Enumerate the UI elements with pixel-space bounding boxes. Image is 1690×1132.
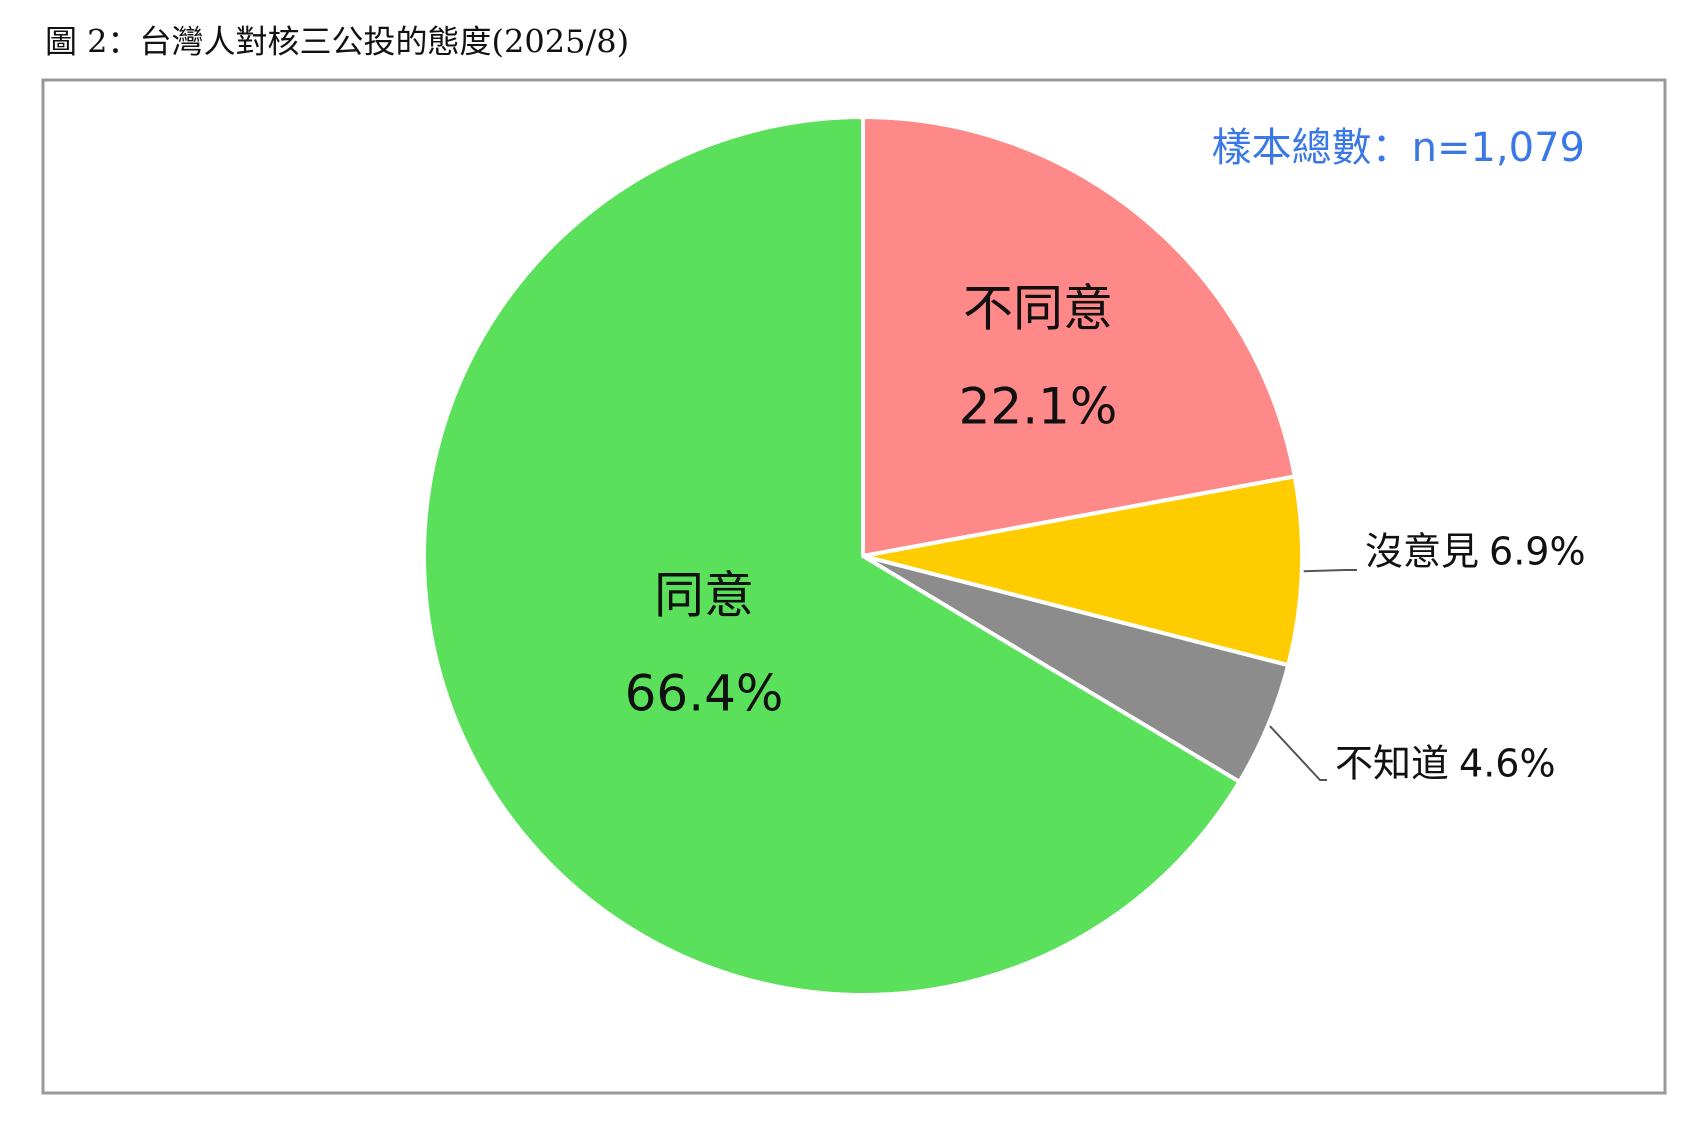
slice-category: 同意 bbox=[654, 567, 754, 625]
annotation: 樣本總數：n=1,079 bbox=[1212, 125, 1585, 171]
pie-slice bbox=[422, 114, 1243, 997]
slice-category: 不同意 bbox=[963, 280, 1113, 338]
slice-value-label: 4.6% bbox=[1459, 742, 1556, 786]
chart-title: 圖 2：台灣人對核三公投的態度(2025/8) bbox=[45, 23, 629, 61]
slice-category: 沒意見 bbox=[1365, 530, 1479, 574]
slice-category: 不知道 bbox=[1335, 742, 1449, 786]
pie-slice bbox=[861, 114, 1298, 559]
slice-value-label: 66.4% bbox=[625, 665, 784, 723]
pie-slice bbox=[862, 474, 1304, 668]
slice-value-label: 6.9% bbox=[1489, 530, 1586, 574]
slice-value-label: 22.1% bbox=[959, 378, 1118, 436]
leader-line bbox=[1269, 725, 1327, 781]
leader-line bbox=[1303, 569, 1357, 573]
